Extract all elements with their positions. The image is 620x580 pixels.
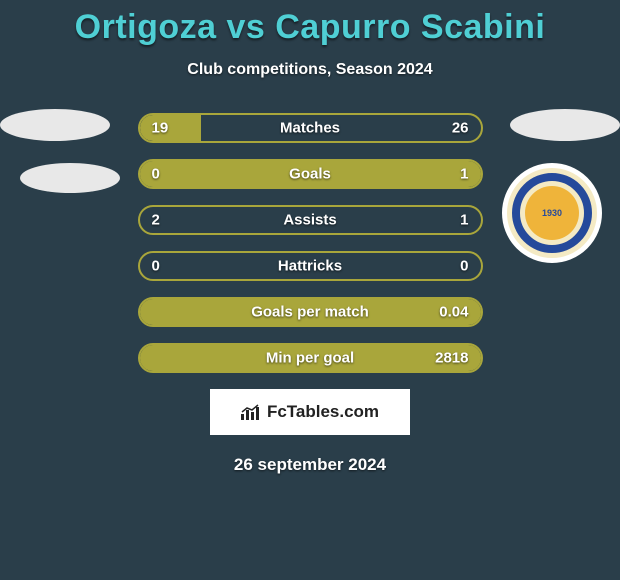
- avatar-placeholder-icon: [0, 109, 110, 141]
- stat-value-right: 1: [460, 166, 468, 183]
- stat-row: Hattricks0 0: [138, 251, 483, 281]
- chart-icon: [241, 404, 261, 420]
- avatar-placeholder-icon: [510, 109, 620, 141]
- stat-row: Matches19 26: [138, 113, 483, 143]
- stat-bars: Matches1926Goals01Assists21Hattricks00Go…: [138, 113, 483, 373]
- stat-label: Hattricks: [140, 258, 481, 275]
- stat-value-right: 26: [452, 120, 469, 137]
- stat-value-left: 19: [152, 120, 169, 137]
- stat-row: Assists2 1: [138, 205, 483, 235]
- stat-value-right: 1: [460, 212, 468, 229]
- stat-row: Goals per match0.04: [138, 297, 483, 327]
- stat-value-right: 0: [460, 258, 468, 275]
- stat-label: Matches: [140, 120, 481, 137]
- page-subtitle: Club competitions, Season 2024: [0, 61, 620, 79]
- player-left-avatar-group: [0, 109, 120, 215]
- stat-value-right: 2818: [435, 350, 468, 367]
- attribution-text: FcTables.com: [267, 402, 379, 422]
- stat-value-right: 0.04: [439, 304, 468, 321]
- stat-label: Assists: [140, 212, 481, 229]
- date-label: 26 september 2024: [0, 455, 620, 475]
- player-right-avatar-group: 1930: [502, 109, 620, 263]
- stat-row: Goals0 1: [138, 159, 483, 189]
- page-title: Ortigoza vs Capurro Scabini: [0, 0, 620, 47]
- club-badge-icon: 1930: [502, 163, 602, 263]
- stat-label: Min per goal: [140, 350, 481, 367]
- stat-label: Goals per match: [140, 304, 481, 321]
- attribution-badge[interactable]: FcTables.com: [210, 389, 410, 435]
- club-badge-year: 1930: [525, 186, 579, 240]
- stat-value-left: 2: [152, 212, 160, 229]
- stats-area: 1930 Matches1926Goals01Assists21Hattrick…: [0, 113, 620, 373]
- avatar-placeholder-icon: [20, 163, 120, 193]
- stat-value-left: 0: [152, 258, 160, 275]
- stat-value-left: 0: [152, 166, 160, 183]
- stat-label: Goals: [140, 166, 481, 183]
- stat-row: Min per goal2818: [138, 343, 483, 373]
